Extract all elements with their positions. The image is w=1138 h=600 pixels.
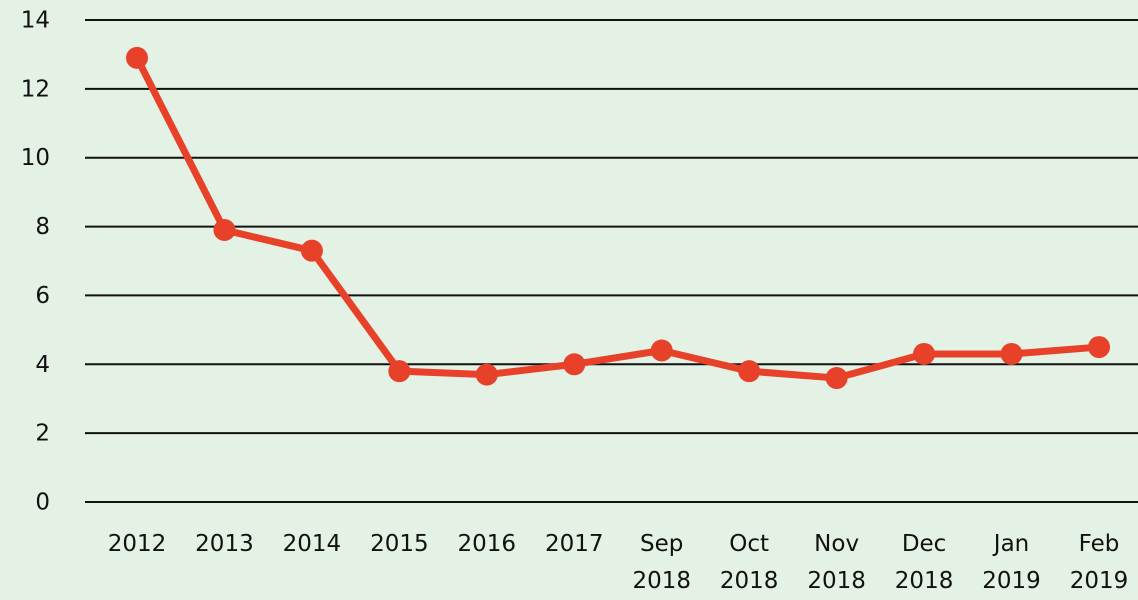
- x-tick-label: 2017: [544, 531, 604, 557]
- point: [650, 339, 673, 362]
- x-tick-label: 2013: [195, 531, 254, 557]
- line: [133, 56, 1100, 382]
- x-tick-label: 2016: [457, 531, 517, 557]
- x-tick-label: Dec 2018: [894, 531, 954, 594]
- point: [825, 367, 848, 390]
- y-tick-label: 10: [21, 145, 50, 171]
- point: [126, 46, 148, 69]
- point: [738, 360, 761, 383]
- point: [300, 239, 323, 262]
- y-tick-label: 6: [35, 283, 50, 309]
- point: [913, 342, 936, 365]
- x-tick-label: Jan 2019: [982, 531, 1041, 594]
- y-tick-label: 4: [35, 352, 50, 378]
- x-tick-label: 2015: [370, 531, 429, 557]
- x-tick-label: Sep 2018: [632, 531, 691, 594]
- point: [388, 360, 411, 383]
- x-tick-label: 2012: [107, 531, 167, 557]
- x-tick-label: Nov 2018: [807, 531, 866, 594]
- point: [213, 219, 236, 242]
- point: [1000, 342, 1023, 365]
- point: [1088, 336, 1110, 359]
- x-tick-label: Oct 2018: [719, 531, 779, 594]
- y-tick-label: 0: [35, 490, 50, 516]
- x-tick-label: Feb 2019: [1069, 531, 1129, 594]
- y-tick-label: 2: [35, 421, 50, 447]
- point: [563, 353, 586, 376]
- y-tick-label: 8: [35, 214, 50, 240]
- y-tick-label: 12: [21, 76, 50, 102]
- x-tick-label: 2014: [282, 531, 342, 557]
- point: [475, 363, 498, 386]
- y-tick-label: 14: [21, 8, 50, 34]
